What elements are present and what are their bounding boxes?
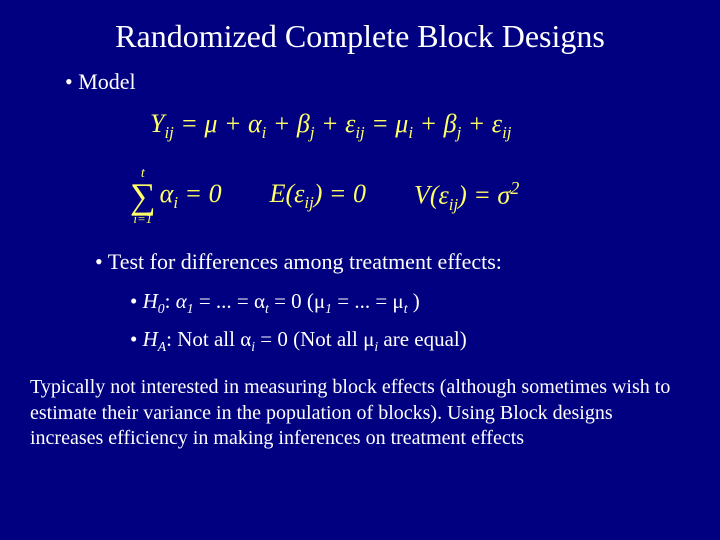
eq2-eq0: = 0 bbox=[178, 179, 222, 208]
h0-0: 0 bbox=[158, 301, 165, 316]
h0-alpha: α bbox=[176, 289, 187, 313]
slide-title: Randomized Complete Block Designs bbox=[0, 0, 720, 65]
eq1-ij3: ij bbox=[502, 123, 511, 142]
expectation-zero: E(εij) = 0 bbox=[270, 179, 366, 213]
h0-mu1: 1 bbox=[325, 301, 332, 316]
variance-sigma2: V(εij) = σ2 bbox=[414, 178, 519, 215]
eq1-ij2: ij bbox=[355, 123, 364, 142]
ha-eq: = 0 (Not all μ bbox=[255, 327, 374, 351]
ha-colon: : Not all α bbox=[166, 327, 251, 351]
equation-model: Yij = μ + αi + βj + εij = μi + βj + εij bbox=[0, 95, 720, 151]
eq3-b: ) = 0 bbox=[314, 179, 366, 208]
eq1-f: + ε bbox=[461, 109, 502, 138]
h0-mumid: = ... = μ bbox=[332, 289, 404, 313]
h0-prefix: • bbox=[130, 289, 143, 313]
eq1-a: = μ + α bbox=[174, 109, 262, 138]
h0-mid: = ... = α bbox=[194, 289, 265, 313]
eq1-e: + β bbox=[413, 109, 457, 138]
eq1-ij: ij bbox=[164, 123, 173, 142]
ha-A: A bbox=[158, 339, 166, 354]
equation-row-constraints: t ∑ i=1 αi = 0 E(εij) = 0 V(εij) = σ2 bbox=[0, 151, 720, 243]
bullet-model: • Model bbox=[0, 65, 720, 95]
h0-eq0: = 0 (μ bbox=[269, 289, 325, 313]
bullet-h0: • H0: α1 = ... = αt = 0 (μ1 = ... = μt ) bbox=[0, 283, 720, 321]
eq1-d: = μ bbox=[365, 109, 409, 138]
h0-colon: : bbox=[165, 289, 176, 313]
eq1-y: Y bbox=[150, 109, 164, 138]
sum-alpha-zero: t ∑ i=1 αi = 0 bbox=[130, 167, 222, 225]
eq3-ij: ij bbox=[304, 193, 313, 212]
eq4-a: V(ε bbox=[414, 180, 449, 209]
h0-1: 1 bbox=[187, 301, 194, 316]
bullet-test: • Test for differences among treatment e… bbox=[0, 243, 720, 283]
h0-close: ) bbox=[408, 289, 420, 313]
sigma-symbol: ∑ bbox=[130, 181, 156, 212]
h0-H: H bbox=[143, 289, 158, 313]
ha-close: are equal) bbox=[378, 327, 467, 351]
eq3-a: E(ε bbox=[270, 179, 305, 208]
body-paragraph: Typically not interested in measuring bl… bbox=[0, 359, 720, 452]
eq4-ij: ij bbox=[449, 194, 458, 213]
eq1-c: + ε bbox=[315, 109, 356, 138]
eq4-sup: 2 bbox=[510, 178, 519, 198]
eq2-alpha: α bbox=[160, 179, 174, 208]
sum-lower: i=1 bbox=[133, 212, 152, 225]
eq1-b: + β bbox=[266, 109, 310, 138]
bullet-ha: • HA: Not all αi = 0 (Not all μi are equ… bbox=[0, 321, 720, 359]
ha-prefix: • bbox=[130, 327, 143, 351]
eq4-b: ) = σ bbox=[458, 180, 510, 209]
ha-H: H bbox=[143, 327, 158, 351]
